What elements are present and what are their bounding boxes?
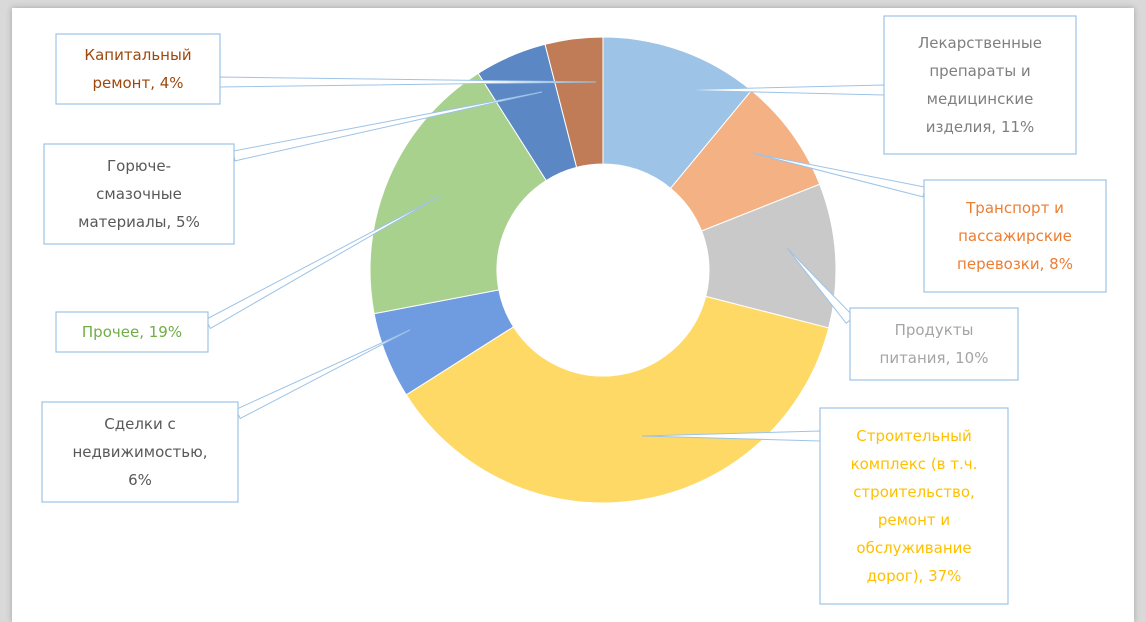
label-box-7 xyxy=(55,33,221,105)
label-box-2 xyxy=(849,307,1019,381)
slice-label-7: Капитальный ремонт, 4% xyxy=(84,46,191,92)
label-box-6 xyxy=(43,143,235,245)
slice-label-0: Лекарственные препараты и медицинские издел… xyxy=(918,34,1042,136)
slice-3 xyxy=(405,295,830,504)
label-box-1 xyxy=(923,179,1107,293)
label-box-4 xyxy=(41,401,239,503)
slice-label-5: Прочее, 19% xyxy=(82,323,182,341)
chart-panel: Лекарственные препараты и медицинские издел… xyxy=(12,8,1134,622)
slice-label-2: Продукты питания, 10% xyxy=(880,321,989,367)
donut-chart: Лекарственные препараты и медицинские издел… xyxy=(41,15,1107,605)
label-box-0 xyxy=(883,15,1077,155)
label-box-3 xyxy=(819,407,1009,605)
slice-label-1: Транспорт и пассажирские перевозки, 8% xyxy=(957,199,1073,273)
slice-label-3: Строительный комплекс (в т.ч. строительств… xyxy=(851,427,978,585)
leader-line-4 xyxy=(235,329,411,420)
slice-7 xyxy=(544,36,604,168)
label-box-5 xyxy=(55,311,209,353)
slice-label-6: Горюче-смазочные материалы, 5% xyxy=(78,157,200,231)
slice-label-4: Сделки с недвижимостью, 6% xyxy=(73,415,208,489)
